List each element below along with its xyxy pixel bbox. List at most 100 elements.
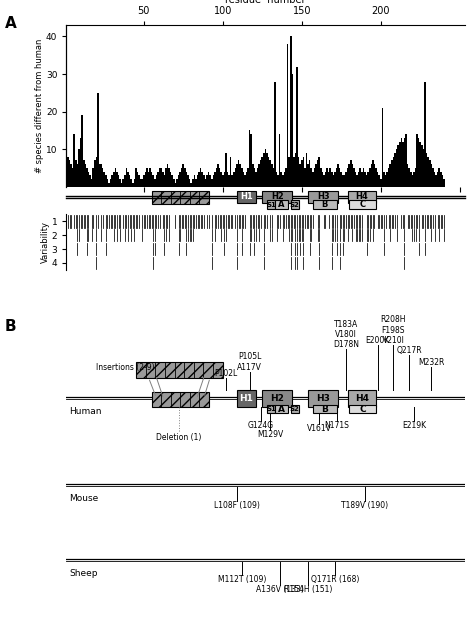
Bar bbox=[252, 164, 254, 187]
Bar bbox=[291, 405, 299, 413]
Bar bbox=[170, 172, 172, 187]
Bar bbox=[307, 164, 309, 187]
Bar bbox=[442, 175, 443, 187]
Bar bbox=[315, 164, 317, 187]
Text: V161V: V161V bbox=[307, 425, 332, 433]
Bar bbox=[187, 175, 189, 187]
Bar bbox=[426, 153, 428, 187]
Bar bbox=[82, 115, 83, 187]
Bar bbox=[320, 168, 321, 187]
Bar bbox=[266, 153, 268, 187]
Bar bbox=[361, 172, 363, 187]
Bar bbox=[119, 179, 121, 187]
Bar bbox=[214, 172, 216, 187]
Text: M232R: M232R bbox=[418, 358, 445, 367]
Bar bbox=[392, 156, 394, 187]
Bar bbox=[369, 168, 371, 187]
Bar bbox=[298, 156, 300, 187]
Bar bbox=[193, 175, 195, 187]
Bar bbox=[383, 172, 385, 187]
Bar bbox=[306, 153, 307, 187]
Bar bbox=[308, 191, 338, 203]
Bar bbox=[438, 168, 440, 187]
Bar bbox=[67, 156, 69, 187]
Bar bbox=[410, 172, 411, 187]
Bar bbox=[225, 153, 227, 187]
Bar bbox=[430, 164, 432, 187]
Text: C: C bbox=[359, 404, 366, 413]
Bar bbox=[443, 179, 445, 187]
Bar bbox=[80, 138, 82, 187]
Bar bbox=[388, 168, 390, 187]
Bar bbox=[331, 172, 333, 187]
Bar bbox=[404, 138, 405, 187]
Bar bbox=[301, 160, 302, 187]
Bar bbox=[349, 405, 376, 413]
Bar bbox=[91, 179, 92, 187]
Bar bbox=[391, 160, 392, 187]
Bar bbox=[83, 160, 84, 187]
Bar bbox=[269, 160, 271, 187]
Bar bbox=[192, 179, 193, 187]
Text: R154H (151): R154H (151) bbox=[284, 586, 332, 594]
Bar bbox=[358, 172, 359, 187]
Bar bbox=[363, 168, 364, 187]
Bar bbox=[230, 156, 231, 187]
Bar bbox=[165, 168, 167, 187]
Bar bbox=[116, 172, 118, 187]
Bar bbox=[292, 74, 293, 187]
Y-axis label: # species different from human: # species different from human bbox=[36, 38, 45, 173]
Text: B: B bbox=[321, 404, 328, 413]
Text: M129V: M129V bbox=[257, 430, 283, 439]
Bar bbox=[275, 405, 288, 413]
Bar bbox=[100, 164, 102, 187]
Bar bbox=[205, 179, 206, 187]
Bar bbox=[293, 156, 295, 187]
Bar bbox=[262, 191, 292, 203]
Bar bbox=[371, 164, 372, 187]
Bar bbox=[264, 149, 266, 187]
Bar bbox=[159, 168, 160, 187]
Text: P105L
A117V: P105L A117V bbox=[237, 352, 262, 372]
Bar bbox=[197, 175, 198, 187]
Bar bbox=[107, 179, 108, 187]
Bar bbox=[99, 164, 100, 187]
Bar bbox=[382, 108, 383, 187]
Bar bbox=[160, 168, 162, 187]
Bar bbox=[143, 175, 145, 187]
Bar bbox=[69, 160, 70, 187]
Bar bbox=[241, 168, 243, 187]
Bar bbox=[110, 179, 111, 187]
Bar bbox=[78, 149, 80, 187]
Bar bbox=[287, 44, 288, 187]
Text: T183A
V180I
D178N: T183A V180I D178N bbox=[333, 319, 359, 350]
Bar bbox=[146, 168, 148, 187]
Bar bbox=[236, 164, 238, 187]
Bar bbox=[263, 153, 264, 187]
Bar bbox=[277, 175, 279, 187]
Bar bbox=[126, 168, 127, 187]
Bar bbox=[222, 175, 224, 187]
Text: Sheep: Sheep bbox=[70, 569, 98, 578]
Bar bbox=[130, 179, 132, 187]
Bar bbox=[421, 145, 423, 187]
Bar bbox=[308, 391, 338, 408]
Bar bbox=[295, 153, 296, 187]
Text: S2: S2 bbox=[290, 406, 300, 412]
Bar bbox=[347, 391, 376, 408]
Bar bbox=[164, 175, 165, 187]
Bar bbox=[326, 168, 328, 187]
Text: E219K: E219K bbox=[402, 421, 426, 430]
Bar bbox=[195, 179, 197, 187]
Bar bbox=[437, 172, 438, 187]
Bar bbox=[296, 66, 298, 187]
Bar bbox=[267, 201, 275, 209]
Bar bbox=[105, 175, 107, 187]
Bar bbox=[250, 134, 252, 187]
Bar bbox=[249, 131, 250, 187]
Bar bbox=[333, 175, 334, 187]
Bar bbox=[260, 160, 262, 187]
Bar bbox=[181, 168, 182, 187]
Bar bbox=[70, 164, 72, 187]
Text: H1: H1 bbox=[239, 394, 254, 403]
